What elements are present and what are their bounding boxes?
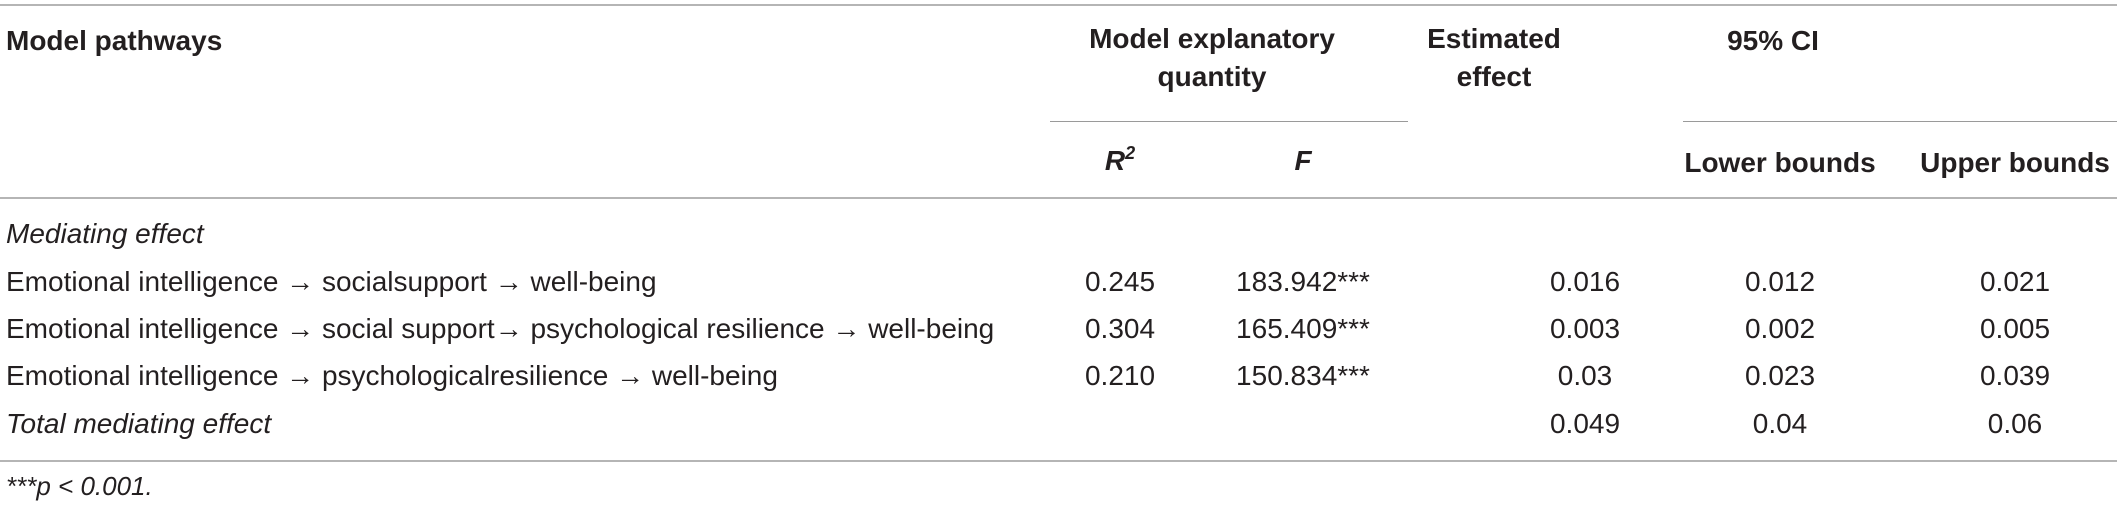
header-lower-bounds: Lower bounds (1684, 147, 1876, 178)
row-3-effect: 0.03 (1557, 360, 1613, 391)
header-95-ci: 95% CI (1727, 25, 1819, 56)
header-r-squared: R2 (1105, 144, 1135, 178)
row-2-upper: 0.005 (1979, 313, 2051, 344)
row-2-pathway: Emotional intelligence → social support→… (6, 313, 995, 344)
row-2-lower: 0.002 (1744, 313, 1816, 344)
explanatory-subrule (1050, 121, 1408, 122)
row-3-r2: 0.210 (1084, 360, 1156, 391)
header-f: F (1294, 145, 1312, 176)
total-effect: 0.049 (1549, 408, 1621, 439)
row-3-pathway: Emotional intelligence → psychologicalre… (6, 360, 778, 391)
table-top-rule (0, 4, 2117, 6)
row-1-upper: 0.021 (1979, 266, 2051, 297)
r-squared-base: R (1104, 145, 1126, 176)
header-estimated-effect: Estimated effect (1427, 23, 1561, 92)
row-1-f: 183.942*** (1236, 266, 1370, 297)
total-lower: 0.04 (1752, 408, 1808, 439)
row-3-lower: 0.023 (1744, 360, 1816, 391)
row-1-effect: 0.016 (1549, 266, 1621, 297)
row-1-pathway: Emotional intelligence → socialsupport →… (6, 266, 657, 297)
header-model-explanatory-quantity: Model explanatory quantity (1089, 23, 1335, 92)
table-bottom-rule (0, 460, 2117, 462)
header-upper-bounds: Upper bounds (1920, 147, 2110, 178)
row-2-r2: 0.304 (1084, 313, 1156, 344)
section-mediating-effect: Mediating effect (6, 218, 204, 249)
row-1-lower: 0.012 (1744, 266, 1816, 297)
table-footnote: ***p < 0.001. (6, 471, 153, 501)
row-2-effect: 0.003 (1549, 313, 1621, 344)
row-3-f: 150.834*** (1236, 360, 1370, 391)
row-2-f: 165.409*** (1236, 313, 1370, 344)
row-1-r2: 0.245 (1084, 266, 1156, 297)
total-mediating-effect-label: Total mediating effect (6, 408, 272, 439)
r-squared-exponent: 2 (1125, 143, 1136, 163)
row-3-upper: 0.039 (1979, 360, 2051, 391)
header-bottom-rule (0, 197, 2117, 199)
ci-subrule (1683, 121, 2117, 122)
total-upper: 0.06 (1987, 408, 2043, 439)
header-model-pathways: Model pathways (6, 25, 223, 56)
